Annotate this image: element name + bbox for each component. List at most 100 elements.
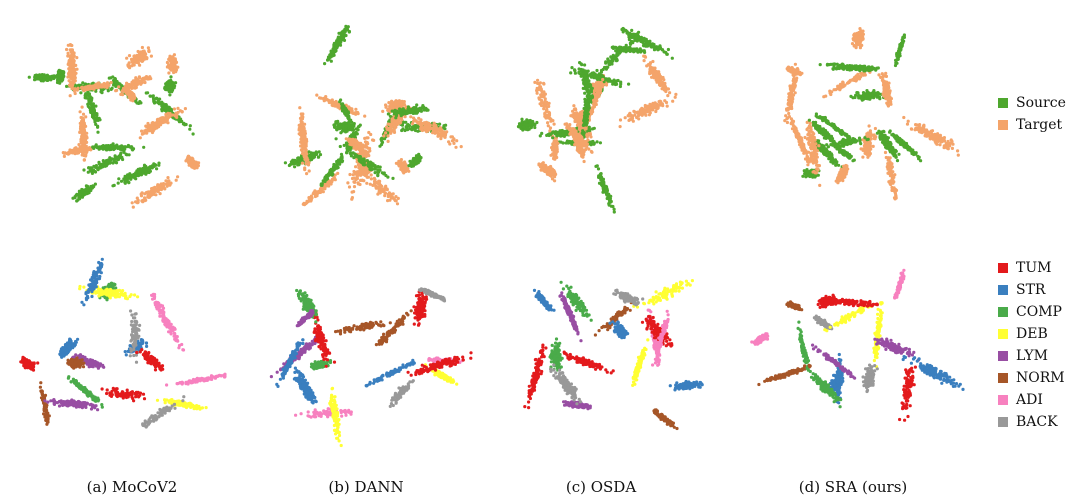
scatter-point: [333, 125, 337, 129]
scatter-point: [135, 82, 139, 87]
scatter-point: [130, 201, 134, 205]
scatter-point: [71, 83, 75, 87]
scatter-point: [348, 148, 352, 152]
scatter-point: [126, 63, 130, 68]
scatter-point: [311, 152, 315, 156]
scatter-point: [65, 47, 69, 52]
scatter-point: [338, 144, 342, 149]
scatter-point: [386, 175, 390, 179]
scatter-point: [68, 68, 72, 72]
scatter-point: [172, 107, 176, 111]
scatter-point: [595, 140, 599, 144]
scatter-point: [424, 120, 429, 124]
scatter-point: [421, 104, 425, 108]
scatter-point: [68, 94, 72, 98]
scatter-point: [357, 148, 361, 152]
scatter-point: [393, 124, 397, 128]
scatter-point: [350, 120, 354, 124]
scatter-point: [85, 188, 90, 192]
scatter-point: [127, 153, 131, 157]
scatter-point: [151, 186, 155, 190]
scatter-point: [180, 110, 184, 114]
scatter-point: [299, 155, 303, 159]
scatter-point: [420, 128, 424, 133]
scatter-point: [66, 75, 70, 79]
scatter-point: [348, 145, 352, 149]
scatter-point: [575, 111, 579, 115]
scatter-point: [388, 198, 392, 202]
scatter-point: [106, 89, 110, 93]
scatter-point: [133, 54, 137, 58]
scatter-point: [135, 56, 139, 60]
scatter-point: [337, 158, 341, 162]
scatter-point: [380, 140, 385, 144]
scatter-point: [356, 125, 360, 129]
scatter-point: [356, 163, 360, 167]
scatter-point: [432, 130, 436, 134]
scatter-point: [152, 99, 156, 104]
scatter-point: [165, 60, 169, 65]
scatter-point: [142, 198, 146, 203]
scatter-point: [376, 165, 380, 169]
scatter-point: [403, 166, 407, 170]
scatter-point: [321, 190, 325, 194]
scatter-point: [365, 181, 369, 185]
scatter-point: [187, 160, 191, 164]
scatter-point: [106, 159, 110, 163]
domain-panel-mocov2: [27, 43, 201, 209]
scatter-point: [303, 154, 307, 158]
scatter-point: [332, 177, 336, 181]
scatter-point: [399, 164, 403, 168]
scatter-point: [143, 56, 148, 60]
scatter-point: [366, 153, 370, 157]
scatter-point: [159, 187, 163, 192]
scatter-point: [164, 112, 168, 117]
scatter-point: [134, 60, 138, 64]
scatter-point: [452, 141, 456, 145]
scatter-point: [84, 87, 88, 91]
scatter-point: [373, 171, 377, 175]
scatter-point: [67, 71, 71, 75]
scatter-point: [162, 120, 166, 124]
scatter-point: [168, 93, 172, 97]
scatter-point: [398, 161, 402, 165]
scatter-point: [349, 127, 353, 131]
scatter-point: [319, 182, 323, 186]
scatter-point: [402, 103, 407, 107]
scatter-point: [337, 31, 341, 35]
scatter-point: [78, 192, 83, 196]
scatter-point: [144, 191, 148, 195]
scatter-point: [109, 143, 113, 147]
scatter-point: [419, 109, 423, 113]
scatter-point: [70, 149, 74, 153]
scatter-point: [140, 129, 144, 133]
scatter-point: [34, 75, 38, 79]
scatter-point: [293, 165, 297, 169]
scatter-point: [348, 172, 352, 177]
scatter-point: [339, 124, 343, 128]
domain-panel-dann-cluster-13: [301, 171, 340, 207]
scatter-point: [366, 146, 370, 150]
scatter-point: [86, 102, 90, 106]
scatter-point: [336, 35, 340, 39]
scatter-point: [138, 51, 142, 55]
scatter-point: [116, 181, 120, 185]
scatter-point: [171, 62, 175, 66]
scatter-point: [109, 87, 113, 91]
scatter-point: [402, 108, 406, 112]
scatter-point: [88, 106, 92, 110]
scatter-point: [68, 58, 72, 63]
scatter-point: [416, 108, 420, 112]
scatter-point: [354, 177, 358, 182]
scatter-point: [344, 141, 349, 145]
scatter-point: [98, 162, 102, 166]
scatter-point: [194, 165, 199, 169]
scatter-point: [46, 77, 50, 81]
scatter-point: [89, 185, 93, 189]
scatter-point: [392, 102, 396, 106]
scatter-point: [95, 85, 99, 89]
scatter-point: [371, 162, 375, 166]
scatter-point: [167, 88, 171, 92]
scatter-point: [62, 154, 66, 158]
scatter-point: [283, 161, 287, 165]
